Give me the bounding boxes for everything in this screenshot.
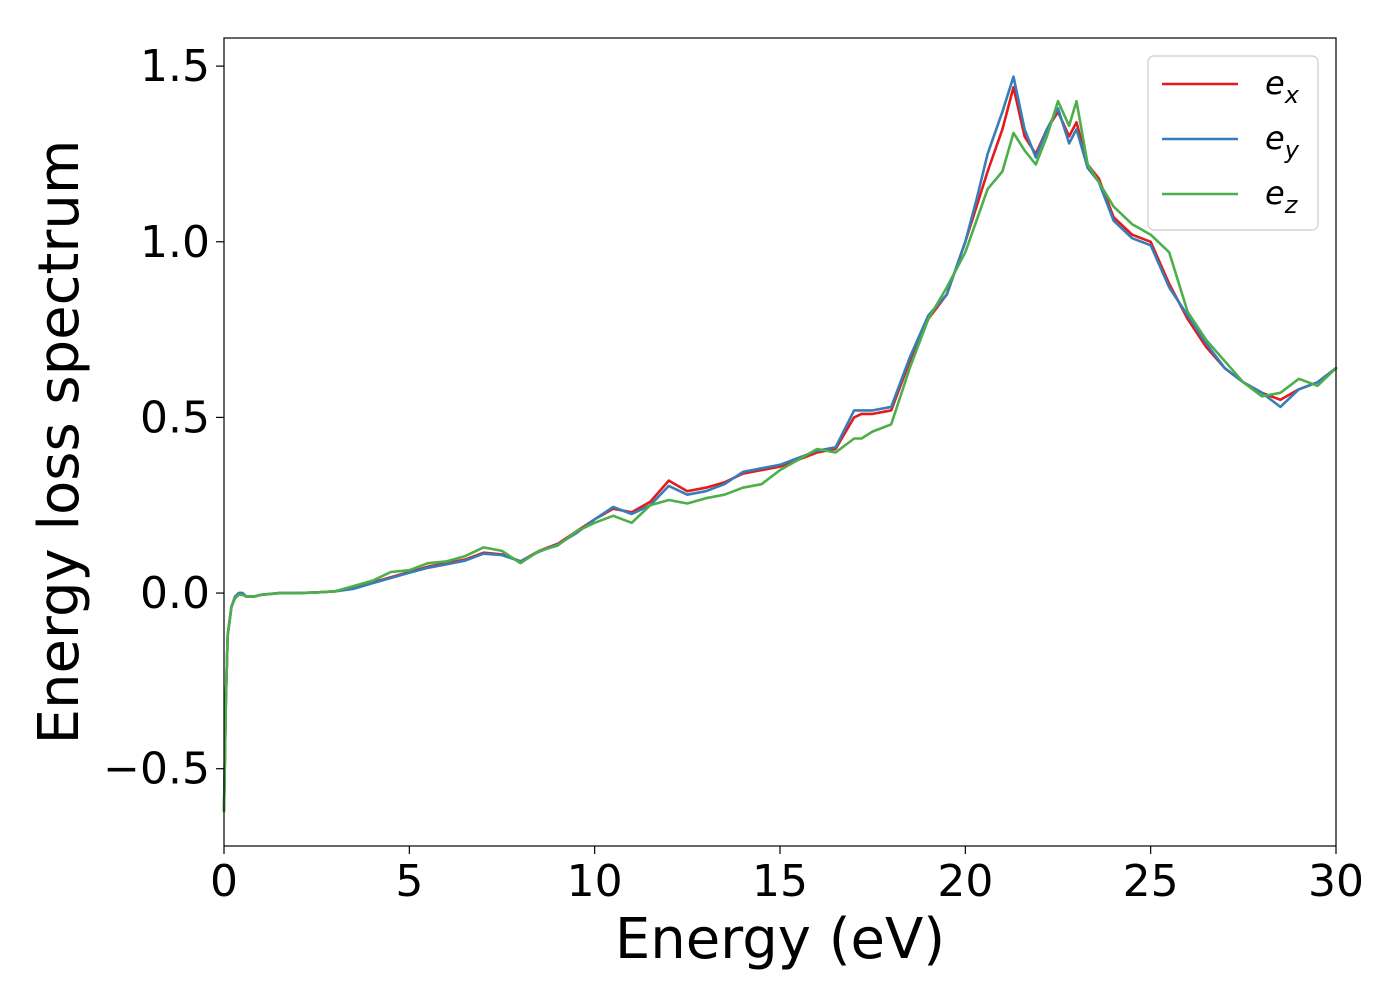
x-tick-label: 20 [937, 856, 993, 907]
y-tick-label: 1.5 [140, 41, 210, 92]
legend-box [1147, 55, 1319, 231]
x-axis-ticks: 0 5 10 15 20 25 30 [210, 846, 1364, 907]
y-axis-ticks: −0.5 0.0 0.5 1.0 1.5 [103, 41, 224, 795]
x-tick-label: 10 [567, 856, 623, 907]
series-line-z [222, 99, 1338, 813]
x-axis-title: Energy (eV) [615, 907, 945, 972]
x-tick-label: 30 [1308, 856, 1364, 907]
legend-label-z: ez [1265, 174, 1299, 219]
x-tick-label: 25 [1123, 856, 1179, 907]
y-tick-label: −0.5 [103, 744, 210, 795]
y-tick-label: 1.0 [140, 217, 210, 268]
x-tick-label: 5 [395, 856, 423, 907]
y-tick-label: 0.0 [140, 568, 210, 619]
legend-label-x: ex [1265, 64, 1300, 109]
x-tick-label: 0 [210, 856, 238, 907]
x-tick-label: 15 [752, 856, 808, 907]
legend-label-y: ey [1265, 119, 1300, 164]
legend: ex ey ez [1147, 55, 1319, 231]
series-layer [222, 75, 1338, 813]
y-tick-label: 0.5 [140, 392, 210, 443]
y-axis-title: Energy loss spectrum [27, 140, 92, 745]
